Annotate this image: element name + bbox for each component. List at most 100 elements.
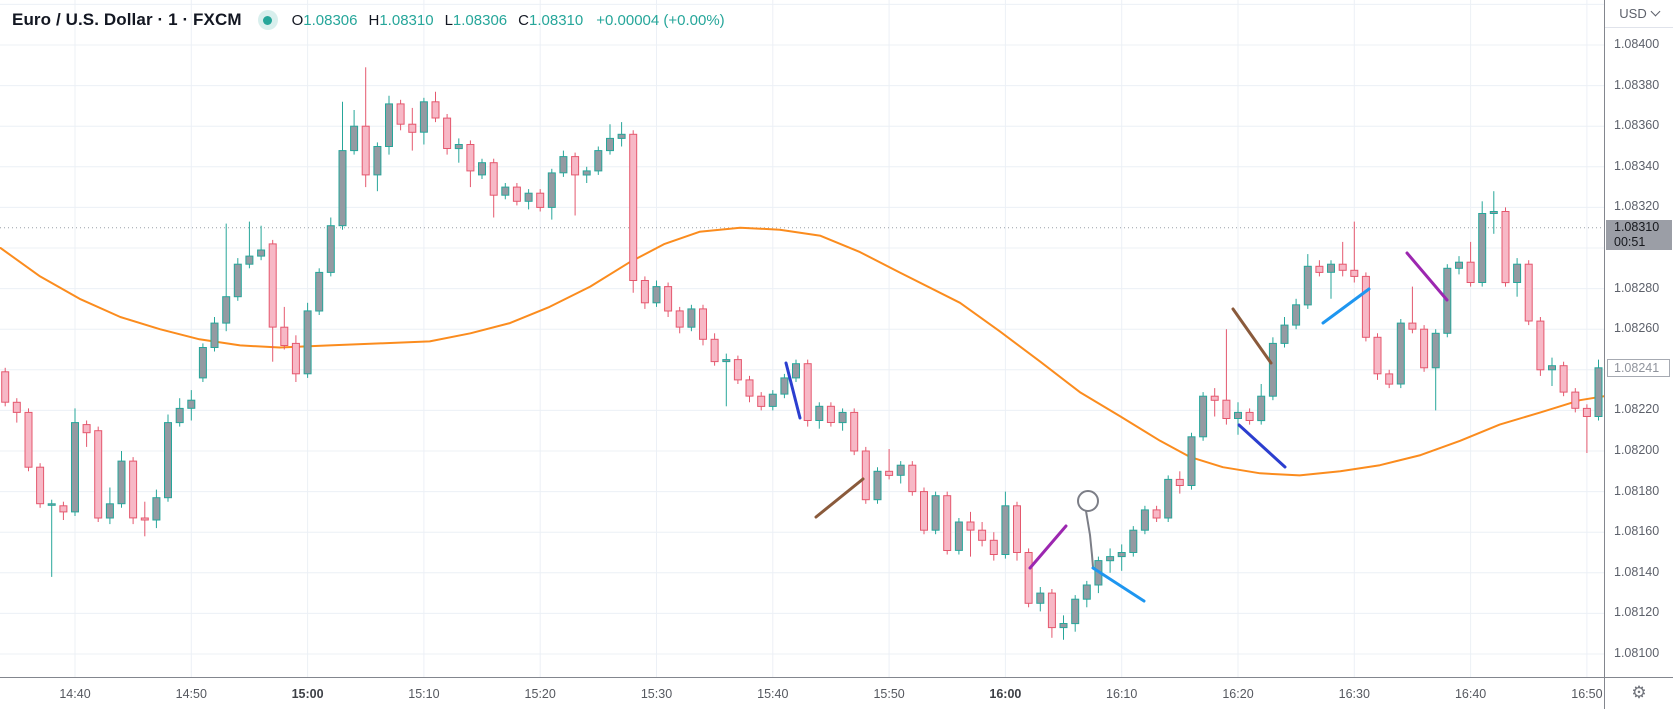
- candle: [59, 501, 68, 520]
- candle: [512, 183, 521, 206]
- trendline-drawing[interactable]: [1028, 524, 1068, 570]
- time-axis-label: 16:40: [1454, 687, 1487, 701]
- candle: [885, 449, 894, 480]
- circle-drawing[interactable]: [1077, 490, 1099, 512]
- market-status-icon[interactable]: [257, 10, 278, 30]
- candle: [1082, 580, 1091, 608]
- candle: [1106, 548, 1115, 573]
- candle: [431, 91, 440, 123]
- candle: [1548, 357, 1556, 386]
- time-axis-label: 15:50: [873, 687, 905, 701]
- candle: [164, 414, 172, 502]
- candle: [1559, 361, 1568, 397]
- candle: [1187, 432, 1196, 490]
- currency-dropdown[interactable]: USD: [1605, 0, 1673, 28]
- candle: [931, 491, 940, 535]
- candle: [606, 124, 614, 155]
- low-value: 1.08306: [452, 11, 508, 29]
- candle: [361, 67, 370, 188]
- candle: [1396, 319, 1405, 389]
- trendline-drawing[interactable]: [1237, 423, 1287, 469]
- candle: [257, 225, 266, 261]
- candle: [1280, 317, 1289, 348]
- candle: [768, 390, 777, 411]
- trendline-drawing[interactable]: [1321, 287, 1371, 325]
- candle: [501, 183, 510, 200]
- trendline-drawing[interactable]: [1405, 251, 1449, 302]
- candle: [978, 522, 987, 547]
- time-axis-label: 16:50: [1571, 687, 1603, 701]
- candle: [47, 499, 56, 577]
- candle: [896, 461, 905, 484]
- candle: [1129, 526, 1138, 557]
- chart-canvas[interactable]: Euro / U.S. Dollar · 1 · FXCM O1.08306 H…: [0, 0, 1604, 677]
- trendline-drawing[interactable]: [1231, 307, 1273, 365]
- candle: [140, 501, 149, 537]
- sma-line[interactable]: [0, 226, 1605, 477]
- candle: [117, 451, 126, 508]
- candle: [1489, 191, 1498, 234]
- current-price-value: 1.08310: [1614, 219, 1660, 234]
- time-axis[interactable]: 14:40 14:50 15:00 15:10 15:20 15:30 15:40 15:50…: [0, 677, 1673, 709]
- gear-icon[interactable]: ⚙: [1631, 682, 1647, 703]
- time-axis-label: 14:50: [175, 687, 207, 701]
- ohlc-values: O1.08306 H1.08310 L1.08306 C1.08310 +0.0…: [292, 12, 725, 29]
- candle: [803, 359, 812, 427]
- candle: [1001, 491, 1010, 559]
- candle: [222, 223, 231, 332]
- candle: [94, 426, 103, 522]
- candle: [1222, 329, 1231, 425]
- price-axis-label: 1.08360: [1614, 118, 1660, 133]
- candle: [1140, 505, 1149, 535]
- trendline-drawing[interactable]: [784, 361, 802, 420]
- candle: [385, 95, 393, 155]
- close-label: C: [518, 11, 529, 29]
- candle: [1420, 325, 1429, 372]
- candle: [954, 518, 963, 555]
- candle: [699, 304, 707, 346]
- candle: [629, 130, 638, 293]
- candle: [640, 276, 649, 309]
- candle: [1071, 595, 1080, 632]
- candle: [838, 408, 847, 431]
- candle: [1059, 615, 1068, 640]
- candle: [408, 107, 417, 151]
- candle: [1594, 359, 1603, 421]
- price-axis[interactable]: USD 1.08310 00:51 1.08241 1.08400 1.08380…: [1604, 0, 1673, 677]
- price-axis-label: 1.08380: [1614, 77, 1660, 92]
- candle: [152, 489, 161, 529]
- chevron-down-icon: [1650, 6, 1661, 17]
- candle: [1338, 241, 1347, 277]
- candle: [1478, 201, 1487, 287]
- trendline-drawing[interactable]: [814, 477, 865, 519]
- candle: [1315, 260, 1324, 277]
- time-axis-label: 16:00: [989, 687, 1022, 701]
- candle: [24, 408, 33, 472]
- high-value: 1.08310: [379, 11, 434, 29]
- candle: [1152, 505, 1161, 522]
- candle: [1513, 258, 1522, 297]
- candle: [1117, 544, 1126, 571]
- symbol-title[interactable]: Euro / U.S. Dollar · 1 · FXCM: [12, 10, 242, 29]
- candle: [268, 239, 277, 362]
- change-value: +0.00004 (+0.00%): [596, 11, 725, 29]
- candle: [478, 158, 486, 179]
- candle: [1210, 388, 1219, 417]
- trendline-drawing[interactable]: [1091, 566, 1146, 603]
- axis-corner: ⚙: [1604, 677, 1673, 709]
- candle: [291, 335, 300, 382]
- candle: [664, 282, 673, 317]
- candle: [1327, 260, 1335, 299]
- open-label: O: [291, 11, 304, 29]
- candle: [315, 268, 324, 315]
- candle: [1024, 548, 1033, 608]
- candle: [36, 463, 45, 508]
- candle: [745, 375, 754, 403]
- candle: [1373, 333, 1382, 380]
- candle: [1408, 286, 1417, 334]
- candle: [454, 138, 463, 163]
- price-axis-label: 1.08400: [1614, 37, 1660, 51]
- polyline-drawing[interactable]: [1085, 510, 1094, 568]
- candlestick-chart[interactable]: [0, 0, 1604, 677]
